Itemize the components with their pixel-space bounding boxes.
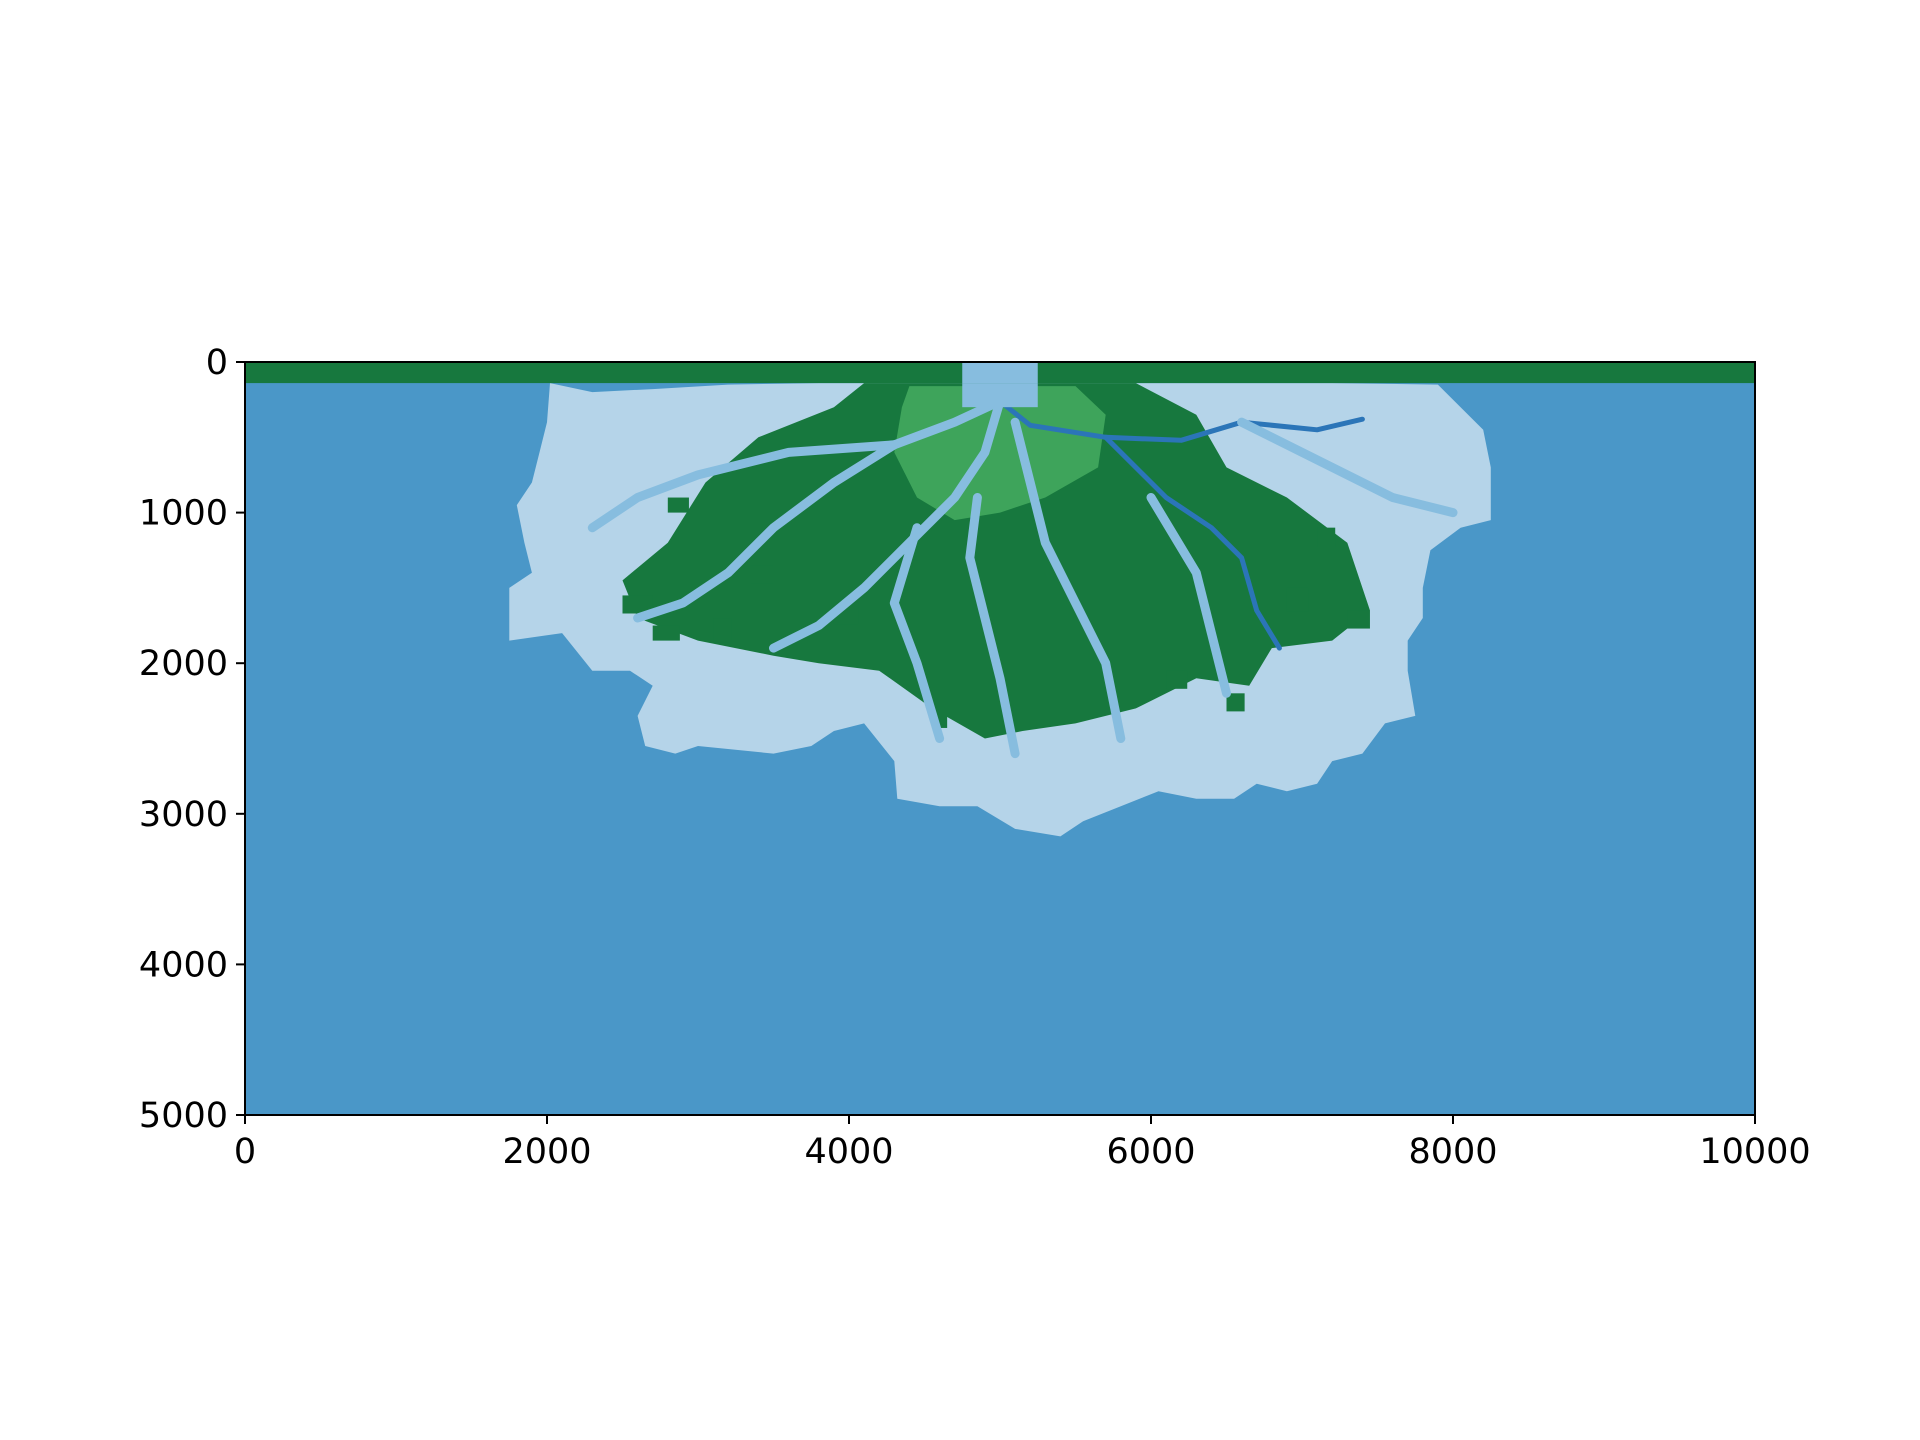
x-tick-label-0: 0: [234, 1132, 256, 1172]
land-patch-8: [1286, 587, 1309, 612]
land-patch-2: [713, 618, 732, 643]
y-tick-label-0: 0: [206, 343, 228, 383]
land-patch-7: [1226, 693, 1245, 712]
y-axis: 0 1000 2000 3000 4000 5000: [139, 343, 245, 1136]
x-tick-label-1: 2000: [502, 1132, 591, 1172]
channel-7: [1146, 493, 1231, 698]
channel-9: [889, 523, 945, 743]
y-tick-label-5: 5000: [139, 1096, 228, 1136]
channel-5: [965, 493, 1020, 759]
inlet-mouth: [962, 362, 1038, 384]
channel-4: [1010, 417, 1126, 743]
land-patch-9: [1347, 610, 1370, 629]
land-patch-10: [667, 497, 689, 513]
land-patch-3: [750, 565, 774, 584]
plot-frame: [244, 361, 1756, 1116]
delta-land-core: [622, 383, 1370, 739]
channel-6: [587, 440, 899, 533]
y-tick-label-1: 1000: [139, 494, 228, 534]
channel-1: [1103, 434, 1282, 651]
land-patch-0: [622, 595, 653, 614]
x-tick-label-3: 6000: [1106, 1132, 1195, 1172]
channel-8: [1237, 417, 1458, 518]
channel-2: [633, 396, 1005, 623]
x-axis: 0 2000 4000 6000 8000 10000: [234, 1115, 1811, 1172]
channel-0: [997, 398, 1365, 443]
plot-area: [245, 362, 1755, 1115]
y-tick-label-2: 2000: [139, 644, 228, 684]
x-tick-label-4: 8000: [1408, 1132, 1497, 1172]
delta-land-bright: [894, 386, 1106, 521]
land-patch-11: [1317, 527, 1336, 548]
y-tick-label-4: 4000: [139, 945, 228, 985]
land-patch-6: [1166, 670, 1188, 689]
x-tick-label-2: 4000: [804, 1132, 893, 1172]
x-tick-label-5: 10000: [1699, 1132, 1810, 1172]
y-tick-label-3: 3000: [139, 795, 228, 835]
land-patch-1: [652, 625, 680, 641]
